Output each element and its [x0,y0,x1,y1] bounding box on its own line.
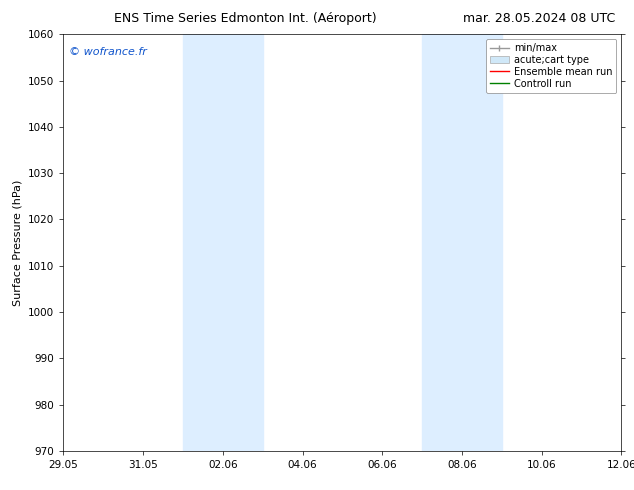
Legend: min/max, acute;cart type, Ensemble mean run, Controll run: min/max, acute;cart type, Ensemble mean … [486,39,616,93]
Y-axis label: Surface Pressure (hPa): Surface Pressure (hPa) [13,179,23,306]
Text: ENS Time Series Edmonton Int. (Aéroport): ENS Time Series Edmonton Int. (Aéroport) [114,12,377,25]
Bar [183,34,262,451]
Text: © wofrance.fr: © wofrance.fr [69,47,147,57]
Bar [422,34,501,451]
Text: mar. 28.05.2024 08 UTC: mar. 28.05.2024 08 UTC [463,12,615,25]
